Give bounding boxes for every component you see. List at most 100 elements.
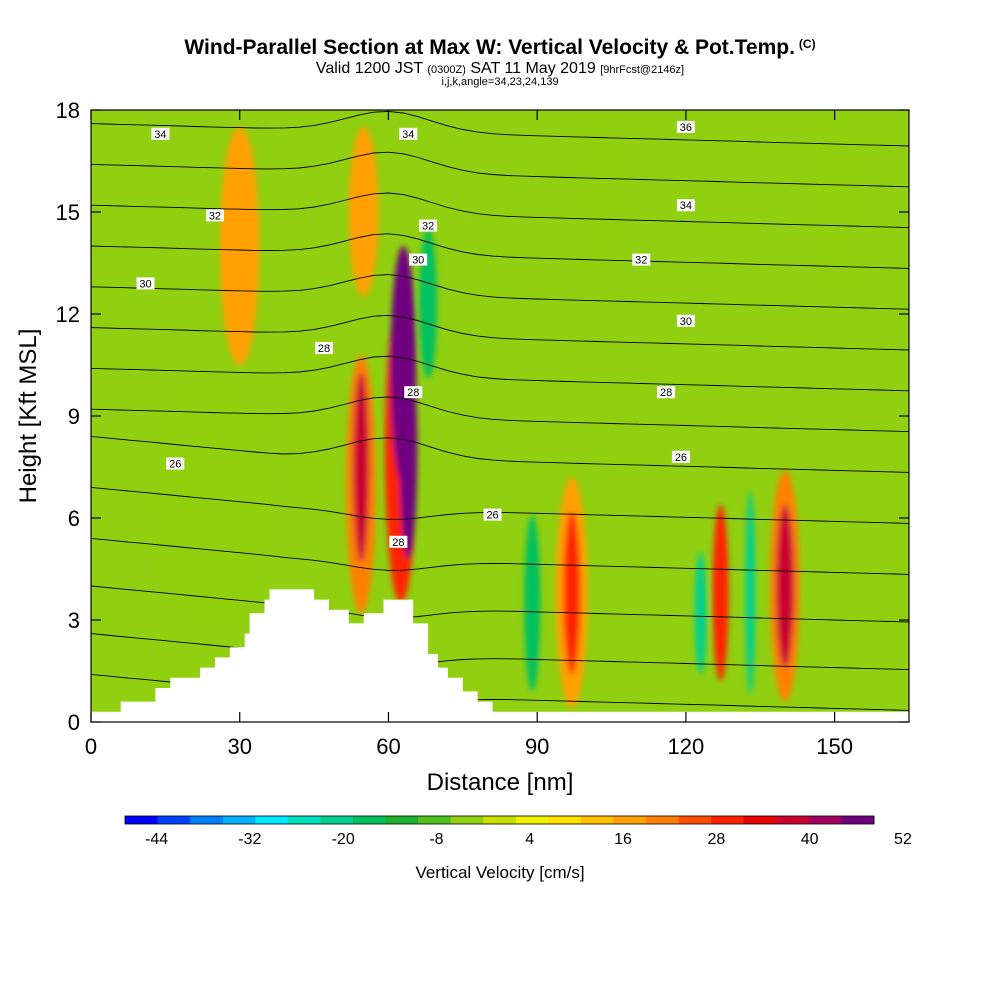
theta-contour — [91, 355, 909, 392]
contour-label: 28 — [389, 535, 408, 549]
colorbar-swatch — [711, 816, 745, 824]
colorbar-swatch — [287, 816, 321, 824]
contour-label: 30 — [409, 253, 428, 267]
velocity-cell — [419, 228, 438, 379]
colorbar-swatch — [678, 816, 712, 824]
y-tick-label: 18 — [56, 98, 80, 123]
theta-contour — [91, 314, 909, 351]
x-tick-label: 150 — [816, 734, 853, 759]
colorbar-tick-label: 4 — [525, 831, 534, 848]
svg-text:34: 34 — [402, 129, 414, 141]
svg-text:30: 30 — [412, 255, 424, 267]
velocity-cell — [694, 552, 707, 675]
velocity-cell — [284, 314, 334, 518]
colorbar-swatch — [320, 816, 354, 824]
velocity-cell — [563, 511, 581, 675]
theta-contour — [91, 396, 909, 433]
velocity-cell — [745, 490, 756, 695]
colorbar-swatch — [548, 816, 582, 824]
colorbar-swatch — [515, 816, 549, 824]
svg-text:28: 28 — [407, 387, 419, 399]
x-tick-label: 90 — [525, 734, 549, 759]
svg-text:34: 34 — [680, 200, 692, 212]
colorbar-swatch — [222, 816, 256, 824]
colorbar-swatch — [450, 816, 484, 824]
colorbar-tick-label: -20 — [332, 831, 355, 848]
colorbar-title: Vertical Velocity [cm/s] — [415, 863, 585, 882]
velocity-cell — [809, 110, 860, 297]
colorbar-tick-label: 16 — [614, 831, 632, 848]
y-tick-label: 0 — [68, 710, 80, 735]
colorbar-swatch — [190, 816, 224, 824]
velocity-cell — [712, 504, 729, 682]
contour-label: 28 — [404, 386, 423, 399]
theta-contour — [91, 585, 909, 623]
contour-label: 26 — [483, 508, 502, 522]
y-tick-label: 6 — [68, 506, 80, 531]
y-tick-label: 9 — [68, 404, 80, 429]
x-tick-label: 30 — [227, 734, 251, 759]
contour-label: 30 — [676, 314, 695, 328]
svg-text:32: 32 — [209, 210, 221, 222]
svg-text:26: 26 — [169, 459, 181, 471]
chart-title: Wind-Parallel Section at Max W: Vertical… — [184, 36, 816, 59]
contour-label: 26 — [166, 457, 185, 471]
theta-contour — [91, 192, 909, 229]
y-tick-label: 12 — [56, 302, 80, 327]
colorbar-swatch — [125, 816, 159, 824]
x-tick-label: 0 — [85, 734, 97, 759]
colorbar-swatch — [841, 816, 875, 824]
copyright-mark: (C) — [798, 37, 816, 51]
x-tick-label: 120 — [668, 734, 705, 759]
colorbar-tick-label: -32 — [238, 831, 261, 848]
colorbar-swatch — [580, 816, 614, 824]
contour-label: 32 — [205, 209, 224, 222]
theta-contour — [91, 233, 909, 269]
y-tick-label: 15 — [56, 200, 80, 225]
colorbar-tick-label: -44 — [145, 831, 168, 848]
x-tick-label: 60 — [376, 734, 400, 759]
colorbar: -44 -32 -20 -8 4 16 28 40 52 — [124, 815, 912, 848]
velocity-cell — [399, 341, 418, 559]
colorbar-swatch — [808, 816, 842, 824]
theta-contour — [91, 274, 909, 310]
colorbar-swatch — [776, 816, 810, 824]
svg-text:30: 30 — [680, 316, 692, 328]
y-tick-label: 3 — [68, 608, 80, 633]
colorbar-tick-label: 28 — [707, 831, 725, 848]
colorbar-swatch — [418, 816, 452, 824]
velocity-cell — [776, 504, 794, 668]
contour-label: 28 — [657, 386, 676, 399]
velocity-cell — [581, 110, 622, 280]
contour-label: 30 — [136, 277, 155, 290]
contour-label: 34 — [676, 199, 695, 212]
svg-text:28: 28 — [660, 387, 672, 399]
velocity-cell — [353, 371, 370, 563]
contour-label: 26 — [671, 450, 690, 464]
contour-label: 28 — [315, 342, 334, 355]
velocity-cell — [348, 127, 379, 297]
colorbar-swatch — [483, 816, 517, 824]
svg-text:30: 30 — [139, 278, 151, 290]
colorbar-swatch — [743, 816, 777, 824]
svg-text:34: 34 — [154, 129, 166, 141]
svg-text:32: 32 — [635, 255, 647, 267]
contour-label: 32 — [632, 253, 651, 267]
theta-contour — [91, 537, 909, 575]
svg-text:28: 28 — [318, 343, 330, 355]
contour-label: 32 — [419, 219, 438, 233]
velocity-cell — [524, 514, 541, 692]
colorbar-tick-label: 40 — [801, 831, 819, 848]
colorbar-tick-label: 52 — [894, 831, 912, 848]
contour-label: 34 — [399, 127, 418, 141]
theta-contour — [91, 435, 909, 473]
theta-contour — [91, 151, 909, 188]
svg-text:36: 36 — [680, 122, 692, 134]
colorbar-swatch — [255, 816, 289, 824]
svg-text:28: 28 — [392, 537, 404, 549]
svg-text:26: 26 — [675, 452, 687, 464]
velocity-cell — [219, 127, 260, 365]
contour-label: 36 — [676, 121, 695, 134]
svg-text:32: 32 — [422, 221, 434, 233]
